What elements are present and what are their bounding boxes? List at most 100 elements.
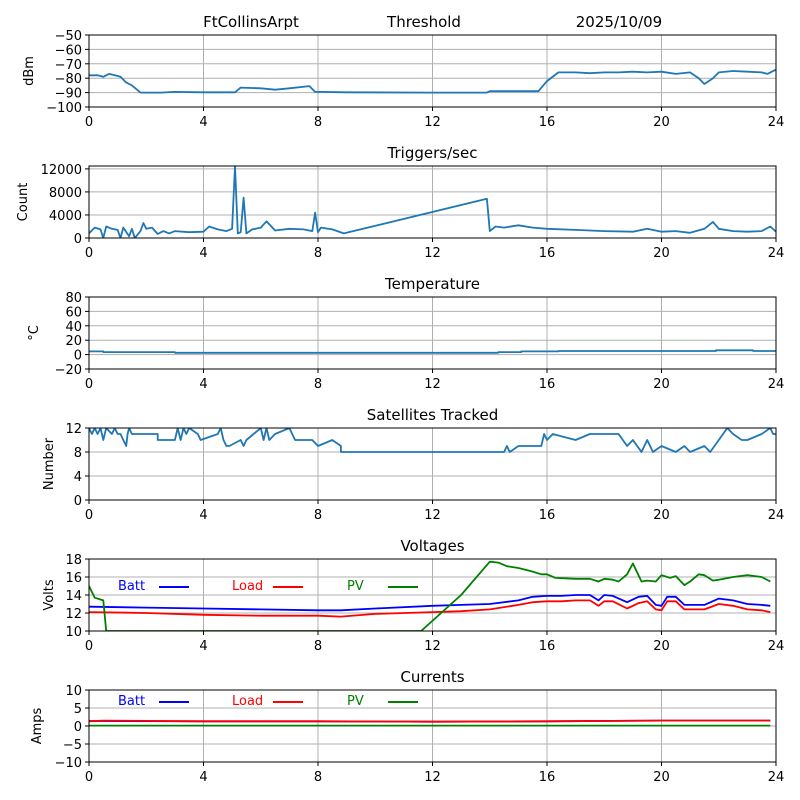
series-line-threshold <box>89 68 776 94</box>
x-tick-label: 20 <box>653 246 670 261</box>
x-tick-label: 16 <box>539 246 556 261</box>
panel-title: Satellites Tracked <box>367 406 498 424</box>
y-tick-label: 5 <box>74 702 82 717</box>
panel-triggers: 0 4 8 12 16 20 24 0 4000 8000 12000 Triggers/sec Cou… <box>16 144 784 261</box>
y-tick-label: 12000 <box>41 163 82 178</box>
x-tick-label: 0 <box>85 115 93 130</box>
panel-voltages: 0 4 8 12 16 20 24 10 12 14 16 18 Voltages Volts Batt Lo… <box>42 537 784 654</box>
series-group <box>89 68 776 94</box>
series-line-batt <box>89 594 771 612</box>
y-tick-label: 10 <box>65 625 82 640</box>
y-tick-label: 20 <box>65 334 82 349</box>
x-tick-label: 12 <box>424 639 441 654</box>
y-tick-label: 12 <box>65 607 82 622</box>
panel-title: Currents <box>400 668 464 686</box>
x-tick-label: 16 <box>539 770 556 785</box>
y-tick-label: 4 <box>74 470 82 485</box>
x-tick-label: 16 <box>539 115 556 130</box>
panel-title: Triggers/sec <box>387 144 478 162</box>
y-tick-label: 8 <box>74 446 82 461</box>
x-tick-label: 20 <box>653 377 670 392</box>
series-group <box>89 428 776 453</box>
x-tick-label: 24 <box>768 377 785 392</box>
y-tick-label: 10 <box>65 684 82 699</box>
x-tick-label: 0 <box>85 377 93 392</box>
x-tick-label: 8 <box>314 115 322 130</box>
x-tick-label: 4 <box>199 246 207 261</box>
y-tick-label: 0 <box>74 494 82 509</box>
x-tick-label: 8 <box>314 508 322 523</box>
panel-currents: 0 4 8 12 16 20 24 −10 −5 0 5 10 Currents Amps Batt Load… <box>30 668 784 785</box>
x-tick-label: 4 <box>199 639 207 654</box>
y-tick-label: 14 <box>65 589 82 604</box>
x-tick-label: 8 <box>314 639 322 654</box>
x-tick-label: 16 <box>539 639 556 654</box>
y-tick-label: 18 <box>65 553 82 568</box>
y-tick-label: 8000 <box>49 186 82 201</box>
x-tick-label: 12 <box>424 508 441 523</box>
x-tick-label: 8 <box>314 770 322 785</box>
x-tick-label: 24 <box>768 770 785 785</box>
y-tick-label: −5 <box>63 738 82 753</box>
x-tick-label: 4 <box>199 377 207 392</box>
y-tick-label: −10 <box>55 756 82 771</box>
y-tick-label: 80 <box>65 291 82 306</box>
header-label: Threshold <box>386 13 461 31</box>
x-tick-label: 0 <box>85 508 93 523</box>
series-group <box>89 719 771 727</box>
series-group <box>89 166 776 238</box>
x-tick-label: 20 <box>653 639 670 654</box>
x-tick-label: 24 <box>768 639 785 654</box>
x-tick-label: 12 <box>424 377 441 392</box>
y-tick-label: −80 <box>55 72 82 87</box>
y-tick-label: 60 <box>65 305 82 320</box>
y-tick-label: 0 <box>74 720 82 735</box>
y-tick-label: −50 <box>55 29 82 44</box>
x-tick-label: 12 <box>424 115 441 130</box>
panel-satellites: 0 4 8 12 16 20 24 0 4 8 12 Satellites Tracked Number <box>42 406 784 523</box>
legend-label-pv: PV <box>347 579 364 594</box>
legend-label-load: Load <box>232 579 263 594</box>
series-line-temperature <box>89 349 776 354</box>
x-tick-label: 20 <box>653 770 670 785</box>
y-tick-label: −90 <box>55 87 82 102</box>
legend-label-pv: PV <box>347 694 364 709</box>
header-station: FtCollinsArpt <box>203 13 299 31</box>
x-tick-label: 16 <box>539 508 556 523</box>
x-tick-label: 0 <box>85 770 93 785</box>
y-tick-label: −100 <box>46 101 82 116</box>
legend-label-batt: Batt <box>118 579 145 594</box>
y-tick-label: 0 <box>74 232 82 247</box>
y-axis-label: dBm <box>22 56 37 86</box>
panel-title: Temperature <box>384 275 480 293</box>
y-axis-label: Amps <box>30 707 45 744</box>
y-tick-label: 40 <box>65 320 82 335</box>
y-tick-label: −20 <box>55 363 82 378</box>
series-line-load <box>89 599 771 618</box>
series-group <box>89 349 776 354</box>
legend-label-load: Load <box>232 694 263 709</box>
panel-title: Voltages <box>400 537 464 555</box>
x-tick-label: 12 <box>424 246 441 261</box>
series-line-pv <box>89 560 771 631</box>
x-tick-label: 24 <box>768 508 785 523</box>
x-tick-label: 12 <box>424 770 441 785</box>
x-tick-label: 4 <box>199 115 207 130</box>
x-tick-label: 4 <box>199 508 207 523</box>
x-tick-label: 20 <box>653 508 670 523</box>
y-tick-label: 0 <box>74 349 82 364</box>
y-tick-label: −70 <box>55 58 82 73</box>
y-axis-label: Number <box>42 437 57 490</box>
y-tick-label: 12 <box>65 422 82 437</box>
series-line-satellites <box>89 428 776 453</box>
x-tick-label: 0 <box>85 246 93 261</box>
x-tick-label: 24 <box>768 246 785 261</box>
x-tick-label: 20 <box>653 115 670 130</box>
x-tick-label: 8 <box>314 377 322 392</box>
series-group <box>89 560 771 631</box>
y-axis-label: Volts <box>42 579 57 611</box>
y-tick-label: 4000 <box>49 209 82 224</box>
